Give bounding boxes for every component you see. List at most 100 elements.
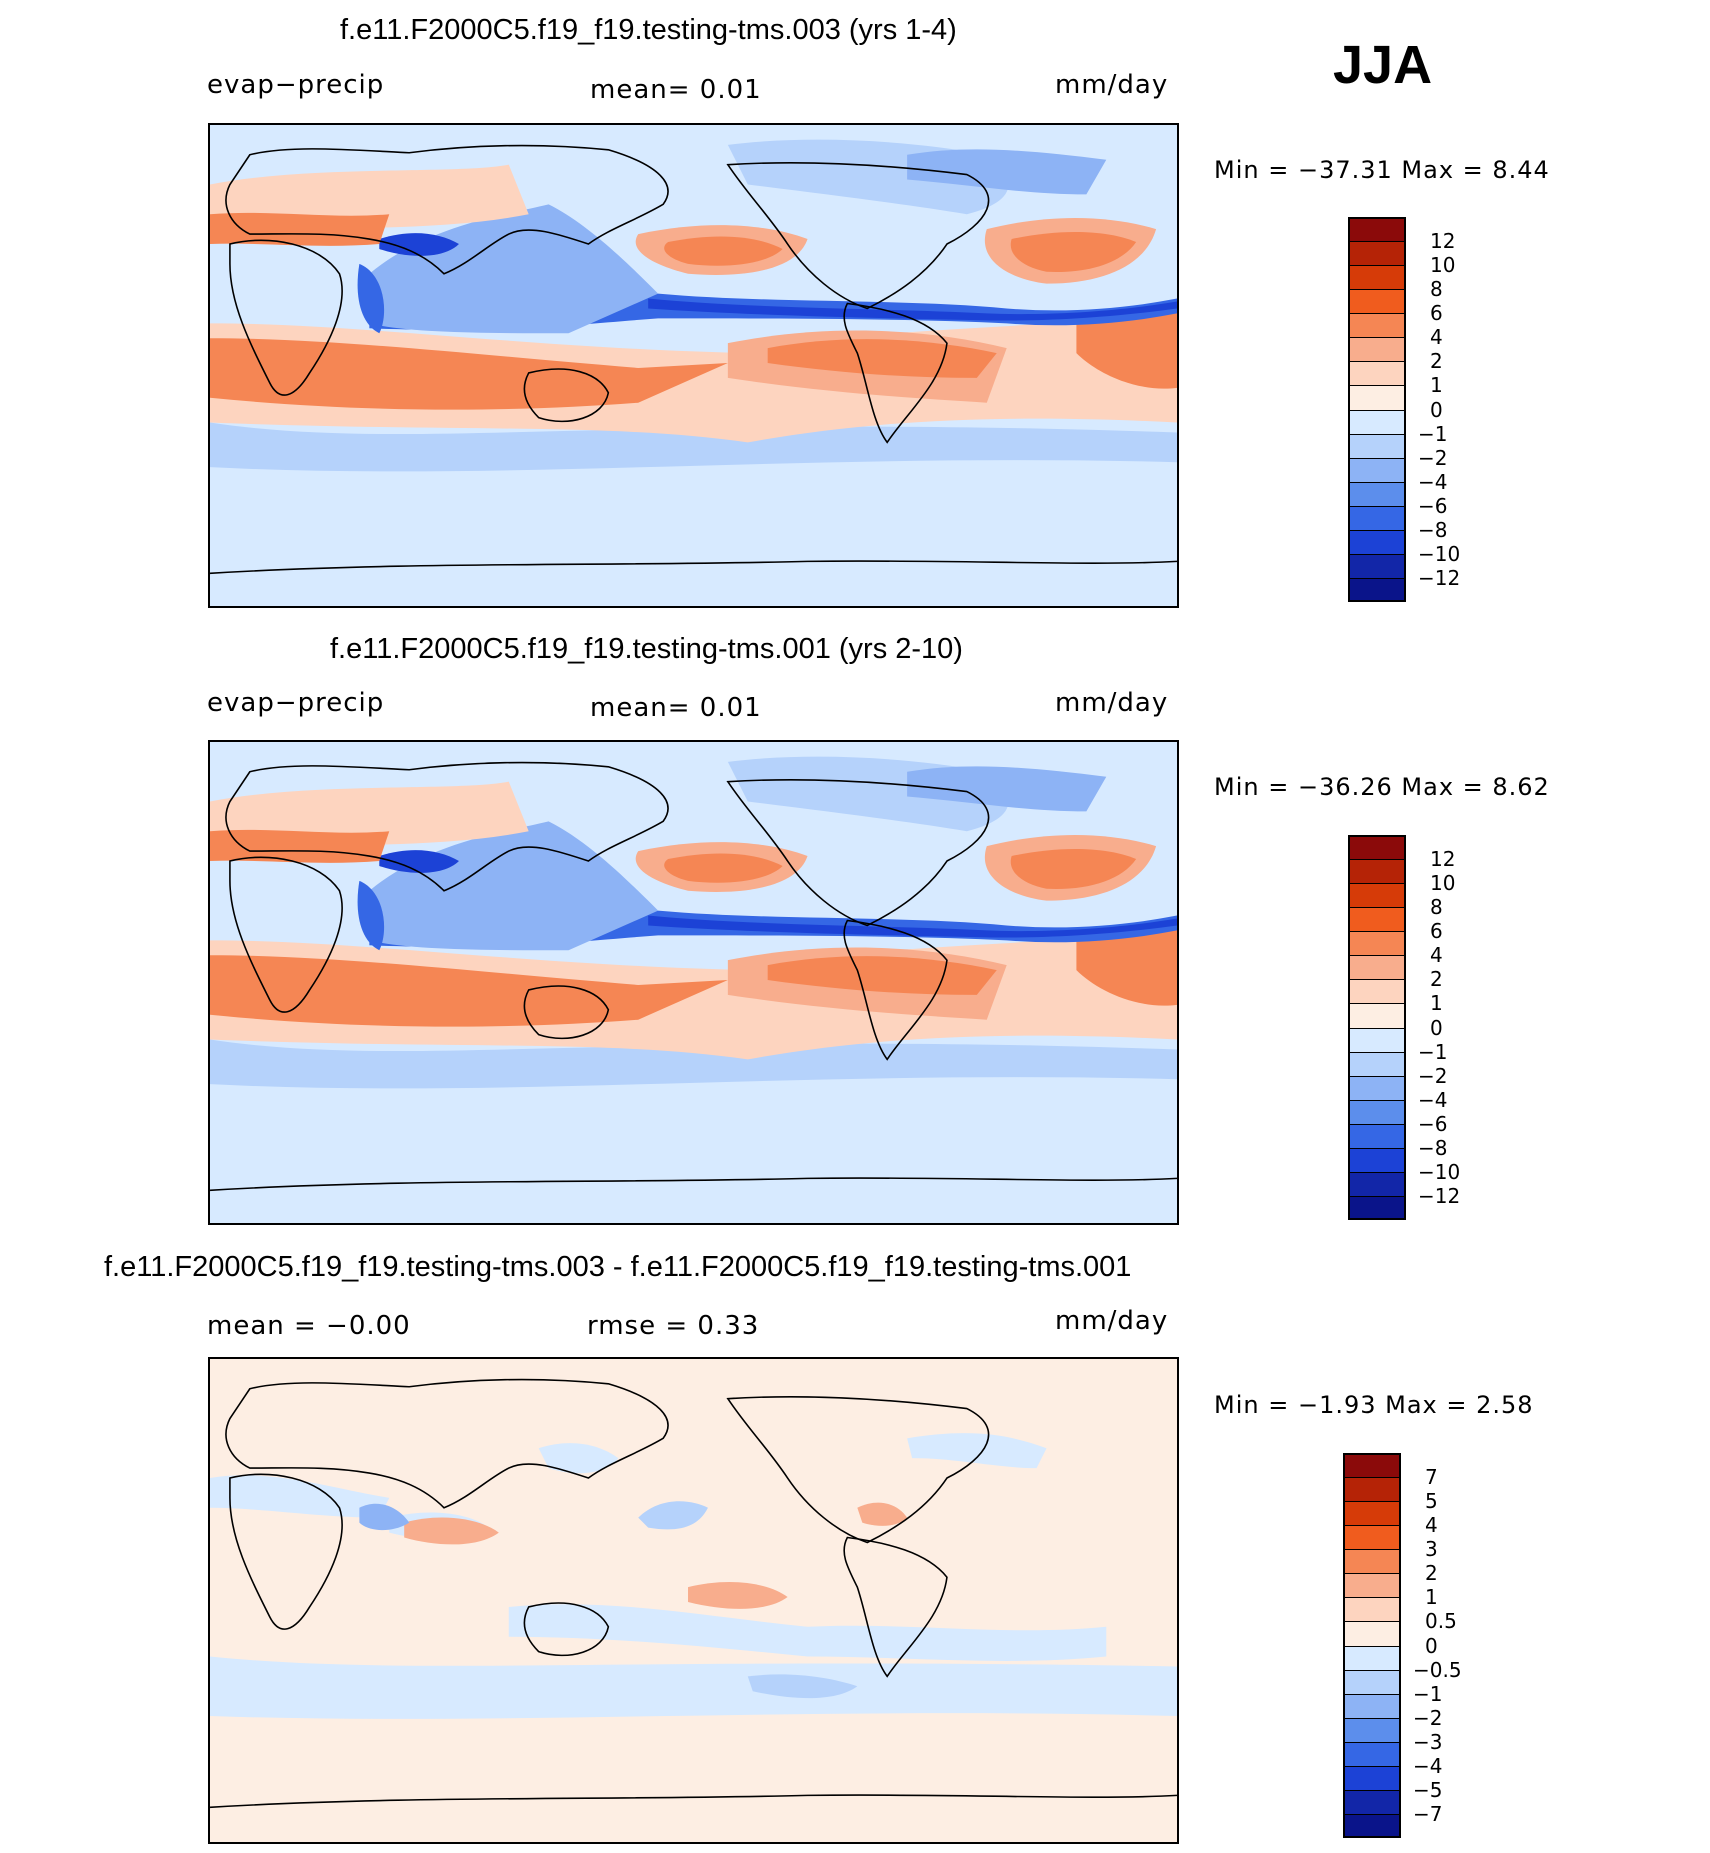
panel-3-colorbar-tick-label: 3 [1425, 1537, 1438, 1562]
panel-3-colorbar-swatch [1343, 1597, 1401, 1622]
panel-2-colorbar-tick-label: −6 [1418, 1111, 1448, 1136]
panel-2-colorbar-swatch [1348, 931, 1406, 956]
panel-3-colorbar-tick-label: −2 [1413, 1705, 1443, 1730]
panel-3-colorbar-swatch [1343, 1525, 1401, 1550]
panel-2-map-field [210, 742, 1177, 1223]
panel-3-colorbar-swatch [1343, 1573, 1401, 1598]
panel-3-mean-label: mean = −0.00 [207, 1311, 411, 1341]
panel-1-colorbar-swatch [1348, 529, 1406, 554]
panel-1-colorbar [1348, 217, 1406, 602]
panel-2-colorbar-swatch [1348, 955, 1406, 980]
panel-1-colorbar-tick-label: −8 [1418, 517, 1448, 542]
panel-3-rmse-label: rmse = 0.33 [587, 1311, 760, 1341]
panel-2-title: f.e11.F2000C5.f19_f19.testing-tms.001 (y… [330, 633, 963, 665]
panel-2-colorbar-tick-label: −10 [1418, 1159, 1461, 1184]
panel-2-colorbar-tick-label: −8 [1418, 1135, 1448, 1160]
panel-2-colorbar-swatch [1348, 1027, 1406, 1052]
panel-2-mean-label: mean= 0.01 [590, 693, 762, 723]
panel-2-colorbar-swatch [1348, 1051, 1406, 1076]
panel-2-colorbar-tick-label: 0 [1430, 1015, 1443, 1040]
panel-1-colorbar-swatch [1348, 289, 1406, 314]
panel-3-colorbar-tick-label: 1 [1425, 1585, 1438, 1610]
panel-1-map [208, 123, 1179, 608]
panel-3-colorbar-tick-label: 7 [1425, 1465, 1438, 1490]
panel-1-colorbar-swatch [1348, 385, 1406, 410]
panel-1-min-max: Min = −37.31 Max = 8.44 [1214, 156, 1550, 184]
panel-2-colorbar-tick-label: −4 [1418, 1087, 1448, 1112]
panel-2-colorbar-swatch [1348, 1147, 1406, 1172]
panel-3-colorbar-tick-label: −7 [1413, 1801, 1443, 1826]
panel-2-min-max: Min = −36.26 Max = 8.62 [1214, 773, 1550, 801]
panel-1-colorbar-swatch [1348, 265, 1406, 290]
panel-3-colorbar-swatch [1343, 1789, 1401, 1814]
panel-1-colorbar-swatch [1348, 553, 1406, 578]
panel-2-colorbar-tick-label: 12 [1430, 847, 1456, 872]
panel-3-map-field [210, 1359, 1177, 1842]
panel-2-colorbar-tick-label: 6 [1430, 919, 1443, 944]
panel-3-colorbar-swatch [1343, 1501, 1401, 1526]
panel-1-colorbar-tick-label: 6 [1430, 301, 1443, 326]
panel-3-colorbar-swatch [1343, 1765, 1401, 1790]
panel-3-colorbar-tick-label: −3 [1413, 1729, 1443, 1754]
panel-2-colorbar-tick-label: −2 [1418, 1063, 1448, 1088]
panel-1-colorbar-swatch [1348, 481, 1406, 506]
panel-1-colorbar-tick-label: −4 [1418, 469, 1448, 494]
panel-1-colorbar-tick-label: 4 [1430, 325, 1443, 350]
panel-1-colorbar-tick-label: 1 [1430, 373, 1443, 398]
panel-3-colorbar-tick-label: −1 [1413, 1681, 1443, 1706]
panel-1-colorbar-swatch [1348, 505, 1406, 530]
panel-1-colorbar-tick-label: 8 [1430, 277, 1443, 302]
panel-2-colorbar-tick-label: 1 [1430, 991, 1443, 1016]
panel-3-colorbar-swatch [1343, 1669, 1401, 1694]
panel-2-colorbar-tick-label: −1 [1418, 1039, 1448, 1064]
panel-1-colorbar-swatch [1348, 313, 1406, 338]
panel-1-colorbar-swatch [1348, 241, 1406, 266]
panel-1-colorbar-tick-label: 2 [1430, 349, 1443, 374]
season-label: JJA [1333, 35, 1433, 95]
panel-2-colorbar-swatch [1348, 1195, 1406, 1220]
panel-2-colorbar-swatch [1348, 1171, 1406, 1196]
panel-1-colorbar-swatch [1348, 409, 1406, 434]
panel-1-title: f.e11.F2000C5.f19_f19.testing-tms.003 (y… [340, 14, 957, 46]
panel-1-map-field [210, 125, 1177, 606]
panel-2-colorbar-swatch [1348, 883, 1406, 908]
panel-3-colorbar [1343, 1453, 1401, 1838]
panel-2-colorbar [1348, 835, 1406, 1220]
panel-1-colorbar-tick-label: −10 [1418, 541, 1461, 566]
panel-3-units-label: mm/day [1055, 1306, 1169, 1336]
panel-3-colorbar-swatch [1343, 1717, 1401, 1742]
panel-3-colorbar-tick-label: 2 [1425, 1561, 1438, 1586]
panel-3-colorbar-tick-label: 5 [1425, 1489, 1438, 1514]
panel-3-colorbar-tick-label: −0.5 [1413, 1657, 1462, 1682]
panel-2-colorbar-tick-label: 4 [1430, 943, 1443, 968]
panel-1-colorbar-swatch [1348, 361, 1406, 386]
panel-1-colorbar-tick-label: −6 [1418, 493, 1448, 518]
panel-3-min-max: Min = −1.93 Max = 2.58 [1214, 1391, 1534, 1419]
panel-3-title: f.e11.F2000C5.f19_f19.testing-tms.003 - … [104, 1251, 1132, 1283]
panel-2-colorbar-tick-label: −12 [1418, 1183, 1461, 1208]
panel-1-colorbar-swatch [1348, 433, 1406, 458]
panel-1-colorbar-swatch [1348, 337, 1406, 362]
panel-3-colorbar-swatch [1343, 1741, 1401, 1766]
panel-1-units-label: mm/day [1055, 70, 1169, 100]
panel-1-colorbar-tick-label: 0 [1430, 397, 1443, 422]
panel-1-variable-label: evap−precip [207, 70, 385, 100]
panel-1-colorbar-tick-label: −2 [1418, 445, 1448, 470]
panel-2-colorbar-swatch [1348, 859, 1406, 884]
panel-1-colorbar-tick-label: 12 [1430, 229, 1456, 254]
panel-2-colorbar-swatch [1348, 979, 1406, 1004]
panel-2-colorbar-swatch [1348, 1003, 1406, 1028]
panel-1-colorbar-tick-label: −1 [1418, 421, 1448, 446]
panel-3-colorbar-swatch [1343, 1693, 1401, 1718]
panel-2-colorbar-tick-label: 8 [1430, 895, 1443, 920]
panel-2-colorbar-swatch [1348, 1075, 1406, 1100]
panel-3-map [208, 1357, 1179, 1844]
panel-2-units-label: mm/day [1055, 688, 1169, 718]
panel-2-colorbar-tick-label: 2 [1430, 967, 1443, 992]
panel-3-colorbar-tick-label: 0 [1425, 1633, 1438, 1658]
panel-3-colorbar-swatch [1343, 1813, 1401, 1838]
panel-3-colorbar-swatch [1343, 1477, 1401, 1502]
panel-3-colorbar-swatch [1343, 1549, 1401, 1574]
panel-1-colorbar-swatch [1348, 577, 1406, 602]
panel-3-colorbar-tick-label: 4 [1425, 1513, 1438, 1538]
